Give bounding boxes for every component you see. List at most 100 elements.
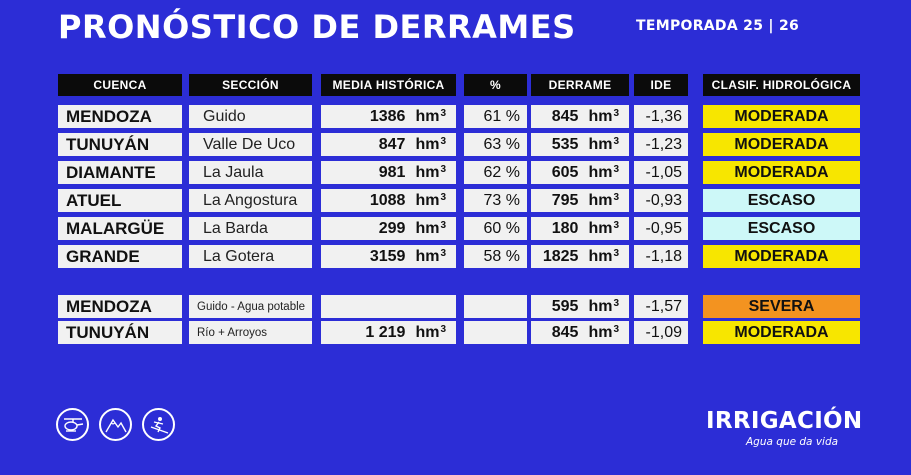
unit: hm [588, 219, 613, 237]
cell-media-historica: 299 hm 3 [321, 217, 456, 240]
cell-clasificacion: MODERADA [703, 161, 860, 184]
cell-seccion: Guido - Agua potable [189, 295, 312, 318]
unit: hm [415, 191, 440, 209]
cell-media-historica: 981 hm 3 [321, 161, 456, 184]
unit-exponent: 3 [613, 136, 619, 147]
unit-exponent: 3 [613, 108, 619, 119]
cell-derrame: 605 hm 3 [531, 161, 629, 184]
cell-ide: -1,36 [634, 105, 688, 128]
cell-media-historica: 847 hm 3 [321, 133, 456, 156]
cell-clasificacion: MODERADA [703, 133, 860, 156]
brand-tagline: Agua que da vida [746, 436, 839, 448]
value: 535 [551, 135, 579, 153]
unit: hm [588, 247, 613, 265]
cell-cuenca: DIAMANTE [58, 161, 182, 184]
header-ide: IDE [634, 74, 688, 96]
cell-cuenca: TUNUYÁN [58, 133, 182, 156]
cell-cuenca: TUNUYÁN [58, 321, 182, 344]
unit-exponent: 3 [613, 192, 619, 203]
value: 299 [378, 219, 406, 237]
cell-derrame: 595 hm 3 [531, 295, 629, 318]
skier-icon [142, 408, 175, 441]
cell-percent: 61 % [464, 105, 527, 128]
unit: hm [588, 107, 613, 125]
cell-percent: 63 % [464, 133, 527, 156]
value: 180 [551, 219, 579, 237]
value: 595 [551, 297, 579, 315]
cell-percent [464, 295, 527, 318]
cell-seccion: La Jaula [189, 161, 312, 184]
cell-percent: 73 % [464, 189, 527, 212]
value: 1 219 [365, 323, 406, 341]
unit-exponent: 3 [440, 108, 446, 119]
cell-derrame: 180 hm 3 [531, 217, 629, 240]
header-seccion: SECCIÓN [189, 74, 312, 96]
cell-media-historica [321, 295, 456, 318]
cell-ide: -1,57 [634, 295, 688, 318]
cell-clasificacion: MODERADA [703, 321, 860, 344]
cell-seccion: La Gotera [189, 245, 312, 268]
cell-derrame: 845 hm 3 [531, 321, 629, 344]
unit-exponent: 3 [440, 220, 446, 231]
cell-clasificacion: ESCASO [703, 189, 860, 212]
value: 605 [551, 163, 579, 181]
cell-clasificacion: MODERADA [703, 105, 860, 128]
cell-derrame: 795 hm 3 [531, 189, 629, 212]
value: 795 [551, 191, 579, 209]
unit-exponent: 3 [613, 220, 619, 231]
cell-percent: 62 % [464, 161, 527, 184]
unit: hm [588, 135, 613, 153]
cell-percent [464, 321, 527, 344]
unit: hm [415, 107, 440, 125]
cell-clasificacion: SEVERA [703, 295, 860, 318]
value: 845 [551, 107, 579, 125]
unit-exponent: 3 [440, 136, 446, 147]
cell-ide: -1,23 [634, 133, 688, 156]
cell-media-historica: 1 219 hm 3 [321, 321, 456, 344]
cell-seccion: Río + Arroyos [189, 321, 312, 344]
value: 1386 [369, 107, 406, 125]
value: 1825 [542, 247, 579, 265]
cell-seccion: Valle De Uco [189, 133, 312, 156]
mountains-icon [99, 408, 132, 441]
cell-cuenca: MENDOZA [58, 295, 182, 318]
cell-cuenca: MENDOZA [58, 105, 182, 128]
activity-icons [56, 408, 175, 441]
cell-ide: -1,05 [634, 161, 688, 184]
cell-media-historica: 1386 hm 3 [321, 105, 456, 128]
cell-seccion: La Barda [189, 217, 312, 240]
cell-derrame: 845 hm 3 [531, 105, 629, 128]
header-clasificacion: CLASIF. HIDROLÓGICA [703, 74, 860, 96]
cell-ide: -1,18 [634, 245, 688, 268]
cell-seccion: Guido [189, 105, 312, 128]
season-label: TEMPORADA 25 | 26 [636, 18, 800, 34]
unit-exponent: 3 [440, 248, 446, 259]
header-cuenca: CUENCA [58, 74, 182, 96]
unit: hm [588, 323, 613, 341]
cell-derrame: 535 hm 3 [531, 133, 629, 156]
cell-seccion: La Angostura [189, 189, 312, 212]
value: 845 [551, 323, 579, 341]
unit-exponent: 3 [613, 324, 619, 335]
cell-clasificacion: ESCASO [703, 217, 860, 240]
header-percent: % [464, 74, 527, 96]
cell-cuenca: GRANDE [58, 245, 182, 268]
unit-exponent: 3 [440, 324, 446, 335]
page-title: PRONÓSTICO DE DERRAMES [58, 8, 576, 46]
cell-cuenca: MALARGÜE [58, 217, 182, 240]
unit: hm [415, 163, 440, 181]
cell-ide: -0,93 [634, 189, 688, 212]
unit-exponent: 3 [613, 248, 619, 259]
cell-percent: 60 % [464, 217, 527, 240]
unit: hm [588, 163, 613, 181]
brand-logo: IRRIGACIÓN [706, 408, 863, 434]
unit: hm [415, 135, 440, 153]
unit: hm [415, 219, 440, 237]
unit: hm [415, 247, 440, 265]
value: 847 [378, 135, 406, 153]
cell-percent: 58 % [464, 245, 527, 268]
cell-clasificacion: MODERADA [703, 245, 860, 268]
unit: hm [588, 297, 613, 315]
unit-exponent: 3 [613, 164, 619, 175]
unit: hm [415, 323, 440, 341]
